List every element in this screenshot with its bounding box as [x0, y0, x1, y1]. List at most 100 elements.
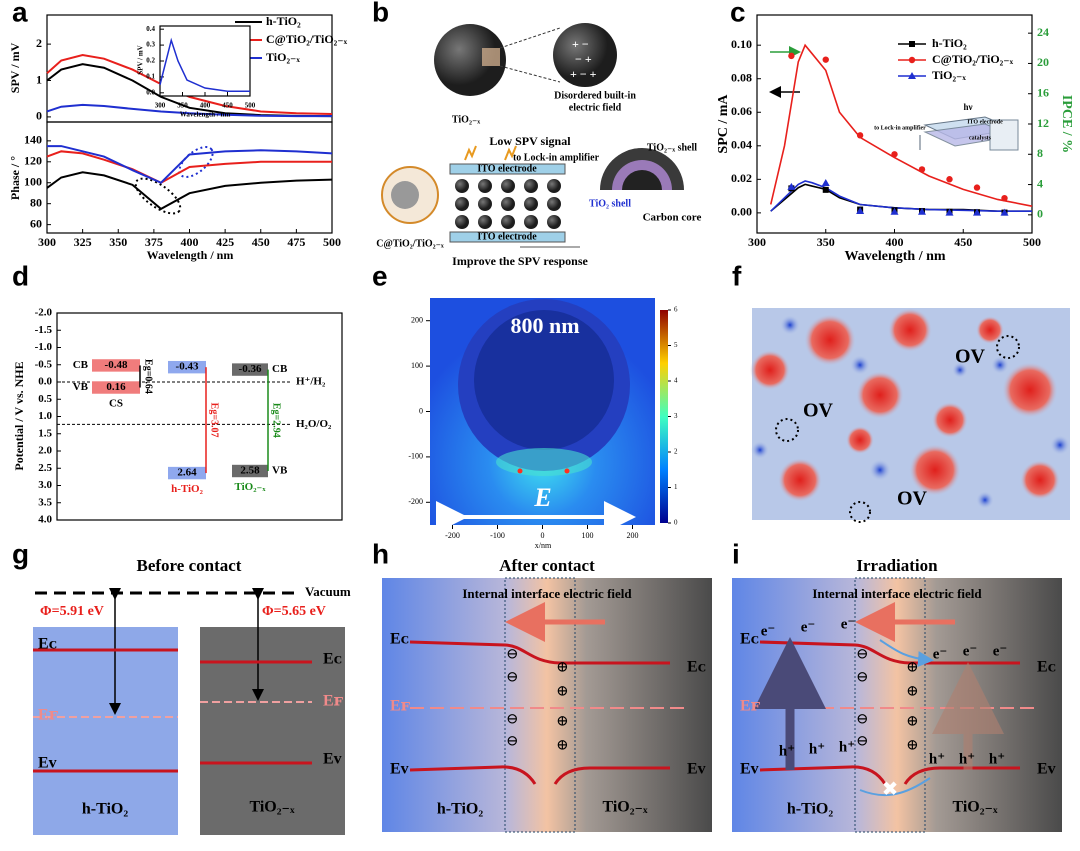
y-tick-label: 0.10 [731, 37, 752, 51]
colorbar-label: 0 [674, 519, 678, 527]
cb-box [92, 359, 140, 372]
panel-b-text: electric field [569, 102, 622, 113]
x-tick-label: 200 [627, 531, 639, 540]
x-tick-label: 350 [109, 235, 127, 249]
y-tick-label: 0.04 [731, 138, 752, 152]
cb-label: CB [73, 359, 89, 371]
svg-text:⊖: ⊖ [506, 646, 519, 662]
x-tick-label: 375 [145, 235, 163, 249]
hole-label: h⁺ [989, 751, 1005, 767]
x-axis-label: x/nm [535, 541, 552, 550]
cb-value: -0.36 [239, 363, 262, 375]
field-label: E [533, 483, 551, 512]
x-tick-label: 500 [1023, 235, 1041, 249]
panel-label: a [12, 0, 28, 27]
svg-text:⊕: ⊕ [556, 713, 569, 729]
y-tick-label: 3.5 [38, 496, 52, 508]
svg-text:⊕: ⊕ [556, 659, 569, 675]
marker [856, 132, 864, 139]
x-axis-label: Wavelength / nm [844, 249, 945, 264]
y-axis-label: Potential / V vs. NHE [12, 361, 26, 470]
band-text: Eᴠ [1037, 761, 1056, 778]
marker [822, 56, 829, 63]
band-text: Eᴄ [740, 631, 759, 648]
marker [973, 184, 981, 191]
panel-g-text: Vacuum [305, 584, 351, 599]
x-tick-label: 350 [817, 235, 835, 249]
level-label: H⁺/H₂ [296, 376, 326, 388]
hole-label: h⁺ [929, 751, 945, 767]
vb-label: VB [272, 465, 288, 477]
svg-text:⊖: ⊖ [856, 669, 869, 685]
cb-value: -0.43 [176, 361, 199, 373]
hole-label: h⁺ [959, 751, 975, 767]
svg-text:⊕: ⊕ [906, 737, 919, 753]
panel-g-text: Φ=5.91 eV [40, 604, 104, 619]
y-tick-label: 1 [36, 72, 42, 86]
vb-box [168, 466, 206, 480]
panel-b-text: ITO electrode [477, 231, 537, 242]
marker [822, 186, 829, 193]
level-label: H₂O/O₂ [296, 418, 332, 430]
marker [908, 56, 916, 64]
x-tick-label: 0 [541, 531, 545, 540]
legend-label: TiO₂₋ₓ [932, 68, 966, 82]
series-line [770, 180, 1032, 212]
x-tick-label: 100 [582, 531, 594, 540]
inset-text: to Lock-in amplifier [874, 125, 926, 131]
panel-label: i [732, 538, 740, 569]
svg-text:⊕: ⊕ [556, 683, 569, 699]
svg-text:⊖: ⊖ [506, 669, 519, 685]
band-text: Eᴄ [1037, 659, 1056, 676]
panel-label: e [372, 260, 388, 291]
panel-label: g [12, 538, 29, 569]
y-tick-label: -2.0 [35, 307, 53, 319]
panel-h-art: ⊖ ⊖ ⊖ ⊖ ⊕ ⊕ ⊕ ⊕ [382, 577, 712, 833]
y-tick-label: 0.3 [146, 41, 155, 49]
band-text: Internal interface electric field [812, 586, 982, 601]
y-tick-label: 100 [24, 174, 42, 188]
legend-label: h-TiO₂ [932, 36, 967, 50]
inset-text: catalysts [969, 135, 992, 141]
x-tick-label: 500 [323, 235, 341, 249]
y-tick-label: 0.06 [731, 104, 752, 118]
panel-g-text: TiO₂₋ₓ [249, 799, 295, 816]
panel-b-text: TiO₂ shell [589, 198, 631, 209]
y-tick-label: 12 [1037, 116, 1049, 130]
series-line [47, 145, 333, 184]
legend-label: C@TiO₂/TiO₂₋ₓ [266, 32, 348, 46]
marker [890, 207, 899, 215]
panel-b-text: to Lock-in amplifier [513, 152, 600, 163]
y-tick-label: 200 [411, 316, 423, 325]
colorbar-label: 6 [674, 306, 678, 314]
legend-label: C@TiO₂/TiO₂₋ₓ [932, 52, 1014, 66]
svg-text:⊖: ⊖ [856, 733, 869, 749]
panel-g-text: Eᴄ [323, 651, 342, 668]
hole-label: h⁺ [839, 739, 855, 755]
vb-value: 0.16 [106, 381, 126, 393]
y-tick-label: 0.00 [731, 205, 752, 219]
colorbar-label: 1 [674, 483, 678, 491]
band-text: Internal interface electric field [462, 586, 632, 601]
inset-bg [160, 26, 250, 96]
panel-c-inset-art [919, 116, 1019, 151]
electron-label: e⁻ [841, 616, 856, 632]
x-tick-label: 300 [38, 235, 56, 249]
panel-g-text: Eᴄ [38, 636, 57, 653]
panel-e-art [430, 298, 668, 533]
svg-text:✖: ✖ [882, 777, 899, 801]
y-tick-label: 140 [24, 133, 42, 147]
y-axis-label: SPC / mA [716, 94, 731, 154]
panel-g-text: Φ=5.65 eV [262, 604, 326, 619]
marker [945, 208, 954, 216]
cb-box [168, 360, 206, 374]
panel-label: b [372, 0, 389, 27]
band-text: Eᴠ [390, 761, 409, 778]
y-axis-label: SPV / mV [8, 42, 22, 93]
material-label: h-TiO₂ [171, 483, 204, 495]
y-tick-label: 4 [1037, 176, 1043, 190]
band-text: Eꜰ [390, 698, 411, 715]
marker [908, 72, 916, 79]
y-tick-label: 80 [30, 195, 42, 209]
